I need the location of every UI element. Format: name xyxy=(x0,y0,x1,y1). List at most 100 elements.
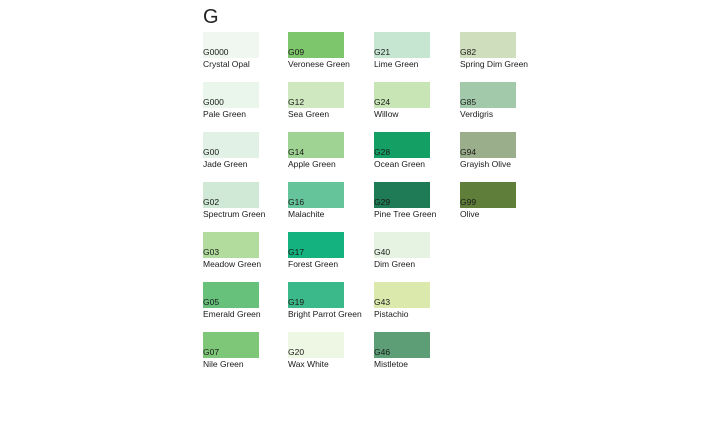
color-name: Olive xyxy=(460,209,480,219)
color-swatch xyxy=(460,32,516,58)
color-swatch xyxy=(374,332,430,358)
color-chip: G24 Willow xyxy=(374,82,459,132)
color-chip: G00 Jade Green xyxy=(203,132,288,182)
color-chip: G19 Bright Parrot Green xyxy=(288,282,373,332)
color-code: G09 xyxy=(288,47,305,57)
color-code: G94 xyxy=(460,147,477,157)
color-code: G0000 xyxy=(203,47,229,57)
color-code: G20 xyxy=(288,347,305,357)
color-chip: G94 Grayish Olive xyxy=(460,132,545,182)
color-name: Dim Green xyxy=(374,259,416,269)
color-name: Spring Dim Green xyxy=(460,59,529,69)
color-code: G02 xyxy=(203,197,220,207)
color-code: G46 xyxy=(374,347,391,357)
color-code: G99 xyxy=(460,197,477,207)
color-chip: G12 Sea Green xyxy=(288,82,373,132)
color-swatch xyxy=(203,82,259,108)
color-swatch xyxy=(288,332,344,358)
color-name: Lime Green xyxy=(374,59,419,69)
color-swatch xyxy=(203,232,259,258)
color-name: Ocean Green xyxy=(374,159,426,169)
color-chip: G99 Olive xyxy=(460,182,545,232)
color-swatch xyxy=(288,132,344,158)
color-name: Pine Tree Green xyxy=(374,209,437,219)
color-chip: G03 Meadow Green xyxy=(203,232,288,282)
color-chip: G43 Pistachio xyxy=(374,282,459,332)
color-name: Emerald Green xyxy=(203,309,261,319)
color-swatch xyxy=(374,182,430,208)
color-chip: G17 Forest Green xyxy=(288,232,373,282)
color-code: G12 xyxy=(288,97,305,107)
color-name: Apple Green xyxy=(288,159,336,169)
color-name: Verdigris xyxy=(460,109,494,119)
color-name: Crystal Opal xyxy=(203,59,250,69)
color-code: G82 xyxy=(460,47,477,57)
color-code: G16 xyxy=(288,197,305,207)
color-code: G000 xyxy=(203,97,224,107)
color-name: Pistachio xyxy=(374,309,409,319)
color-chip: G82 Spring Dim Green xyxy=(460,32,545,82)
color-name: Spectrum Green xyxy=(203,209,266,219)
color-name: Grayish Olive xyxy=(460,159,512,169)
color-swatch xyxy=(374,132,430,158)
color-chip: G0000 Crystal Opal xyxy=(203,32,288,82)
color-name: Veronese Green xyxy=(288,59,350,69)
color-swatch xyxy=(203,282,259,308)
color-code: G85 xyxy=(460,97,477,107)
color-name: Forest Green xyxy=(288,259,339,269)
color-chip-grid: G0000 Crystal Opal G000 Pale Green G00 Jade G… xyxy=(203,32,546,382)
color-code: G28 xyxy=(374,147,391,157)
color-code: G00 xyxy=(203,147,220,157)
color-code: G05 xyxy=(203,297,220,307)
color-code: G29 xyxy=(374,197,391,207)
color-name: Pale Green xyxy=(203,109,246,119)
color-code: G03 xyxy=(203,247,220,257)
page-title: G xyxy=(203,6,219,28)
color-swatch xyxy=(460,82,516,108)
color-name: Nile Green xyxy=(203,359,244,369)
color-swatch xyxy=(203,332,259,358)
color-chip: G85 Verdigris xyxy=(460,82,545,132)
color-code: G17 xyxy=(288,247,305,257)
color-swatch xyxy=(203,132,259,158)
color-swatch xyxy=(374,282,430,308)
color-code: G21 xyxy=(374,47,391,57)
color-name: Wax White xyxy=(288,359,329,369)
color-name: Bright Parrot Green xyxy=(288,309,362,319)
color-swatch xyxy=(288,82,344,108)
color-name: Sea Green xyxy=(288,109,330,119)
color-name: Mistletoe xyxy=(374,359,409,369)
color-swatch xyxy=(288,232,344,258)
color-chip: G28 Ocean Green xyxy=(374,132,459,182)
color-code: G07 xyxy=(203,347,220,357)
color-chip: G29 Pine Tree Green xyxy=(374,182,459,232)
color-chip: G02 Spectrum Green xyxy=(203,182,288,232)
color-chip: G16 Malachite xyxy=(288,182,373,232)
color-name: Willow xyxy=(374,109,399,119)
color-chip: G000 Pale Green xyxy=(203,82,288,132)
color-swatch xyxy=(288,182,344,208)
color-chip: G21 Lime Green xyxy=(374,32,459,82)
color-swatch xyxy=(203,32,259,58)
color-swatch xyxy=(374,232,430,258)
color-chip: G07 Nile Green xyxy=(203,332,288,382)
color-code: G24 xyxy=(374,97,391,107)
color-code: G43 xyxy=(374,297,391,307)
color-code: G19 xyxy=(288,297,305,307)
color-chip: G09 Veronese Green xyxy=(288,32,373,82)
color-name: Jade Green xyxy=(203,159,248,169)
color-swatch xyxy=(203,182,259,208)
color-swatch xyxy=(374,82,430,108)
color-chip: G05 Emerald Green xyxy=(203,282,288,332)
color-code: G40 xyxy=(374,247,391,257)
color-chip: G40 Dim Green xyxy=(374,232,459,282)
color-chip: G46 Mistletoe xyxy=(374,332,459,382)
color-chip: G20 Wax White xyxy=(288,332,373,382)
color-swatch xyxy=(288,282,344,308)
color-swatch xyxy=(460,132,516,158)
color-swatch xyxy=(288,32,344,58)
color-name: Meadow Green xyxy=(203,259,262,269)
color-chip: G14 Apple Green xyxy=(288,132,373,182)
color-name: Malachite xyxy=(288,209,325,219)
